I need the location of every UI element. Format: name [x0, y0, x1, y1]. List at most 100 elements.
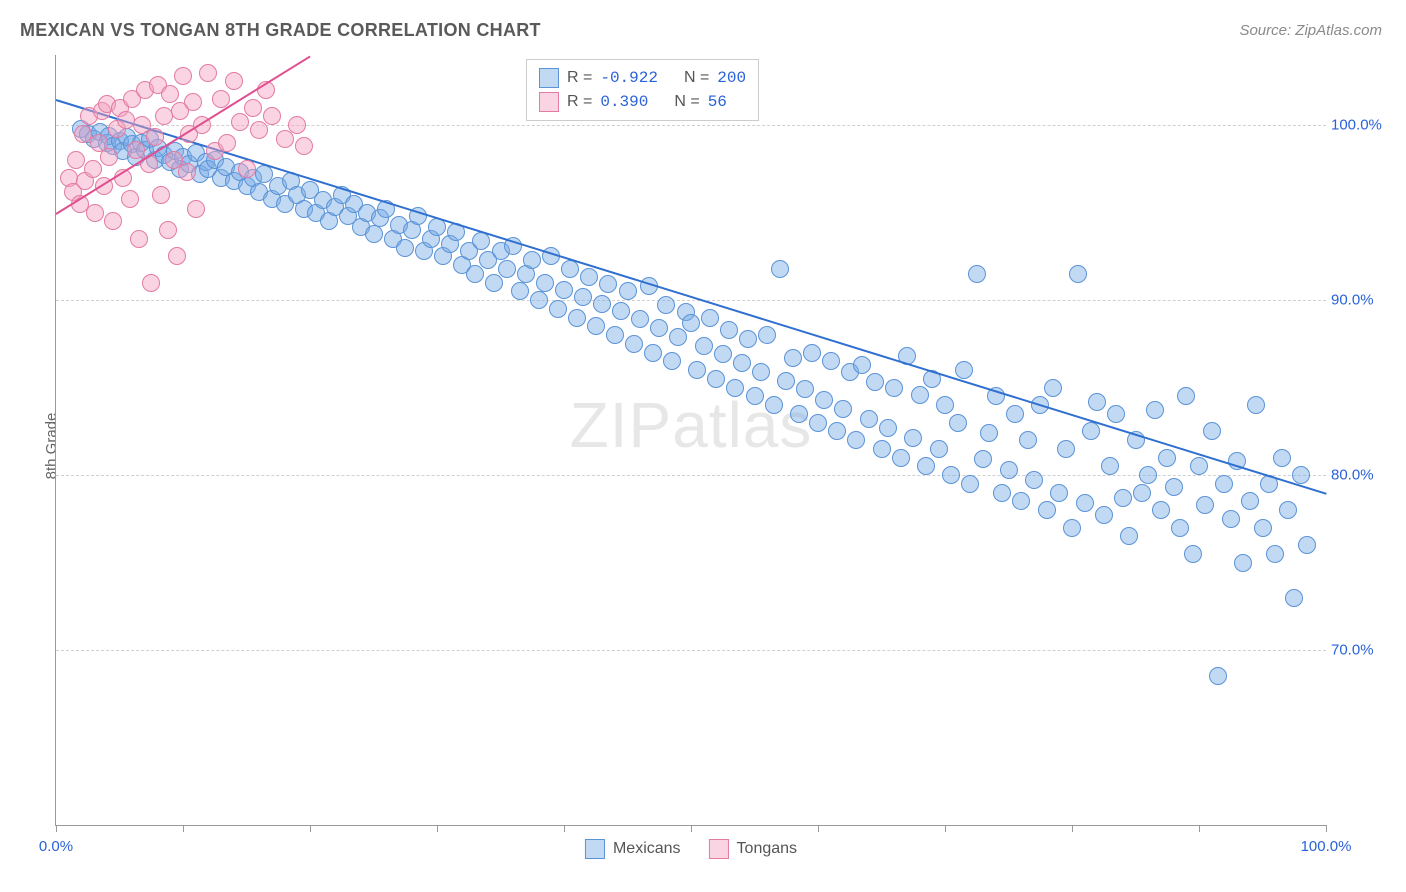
- series-legend: MexicansTongans: [585, 839, 797, 859]
- data-point: [1069, 265, 1087, 283]
- data-point: [225, 72, 243, 90]
- xtick: [1072, 825, 1073, 832]
- xtick: [1199, 825, 1200, 832]
- xtick: [691, 825, 692, 832]
- data-point: [777, 372, 795, 390]
- data-point: [276, 130, 294, 148]
- data-point: [980, 424, 998, 442]
- legend-swatch: [539, 92, 559, 112]
- legend-stat-row: R =-0.922N =200: [539, 66, 746, 90]
- data-point: [1006, 405, 1024, 423]
- data-point: [1012, 492, 1030, 510]
- data-point: [619, 282, 637, 300]
- data-point: [159, 221, 177, 239]
- data-point: [892, 449, 910, 467]
- data-point: [1285, 589, 1303, 607]
- data-point: [993, 484, 1011, 502]
- legend-label: Mexicans: [613, 840, 681, 858]
- data-point: [695, 337, 713, 355]
- data-point: [161, 85, 179, 103]
- xtick: [437, 825, 438, 832]
- data-point: [1088, 393, 1106, 411]
- data-point: [168, 247, 186, 265]
- data-point: [1196, 496, 1214, 514]
- data-point: [1247, 396, 1265, 414]
- data-point: [1120, 527, 1138, 545]
- data-point: [955, 361, 973, 379]
- data-point: [612, 302, 630, 320]
- data-point: [530, 291, 548, 309]
- data-point: [917, 457, 935, 475]
- data-point: [879, 419, 897, 437]
- data-point: [146, 128, 164, 146]
- data-point: [1165, 478, 1183, 496]
- gridline-h: [56, 475, 1326, 476]
- legend-swatch: [709, 839, 729, 859]
- data-point: [142, 274, 160, 292]
- data-point: [720, 321, 738, 339]
- data-point: [790, 405, 808, 423]
- data-point: [199, 64, 217, 82]
- data-point: [1019, 431, 1037, 449]
- data-point: [1158, 449, 1176, 467]
- data-point: [1171, 519, 1189, 537]
- data-point: [758, 326, 776, 344]
- xtick: [310, 825, 311, 832]
- data-point: [244, 99, 262, 117]
- data-point: [606, 326, 624, 344]
- data-point: [1152, 501, 1170, 519]
- data-point: [593, 295, 611, 313]
- r-label: R =: [567, 93, 592, 111]
- ytick-label: 90.0%: [1331, 292, 1391, 309]
- data-point: [104, 212, 122, 230]
- data-point: [1038, 501, 1056, 519]
- data-point: [1133, 484, 1151, 502]
- source-label: Source: ZipAtlas.com: [1239, 22, 1382, 39]
- legend-swatch: [585, 839, 605, 859]
- stats-legend: R =-0.922N =200R = 0.390N = 56: [526, 59, 759, 121]
- data-point: [784, 349, 802, 367]
- data-point: [1101, 457, 1119, 475]
- data-point: [1292, 466, 1310, 484]
- r-value: -0.922: [600, 69, 658, 87]
- n-label: N =: [684, 69, 709, 87]
- data-point: [130, 230, 148, 248]
- r-value: 0.390: [600, 93, 648, 111]
- data-point: [295, 137, 313, 155]
- data-point: [669, 328, 687, 346]
- data-point: [1139, 466, 1157, 484]
- data-point: [498, 260, 516, 278]
- data-point: [1298, 536, 1316, 554]
- xtick: [1326, 825, 1327, 832]
- data-point: [1025, 471, 1043, 489]
- data-point: [739, 330, 757, 348]
- data-point: [834, 400, 852, 418]
- n-value: 200: [717, 69, 746, 87]
- data-point: [121, 190, 139, 208]
- plot-area: ZIPatlas R =-0.922N =200R = 0.390N = 56 …: [55, 55, 1326, 826]
- data-point: [74, 125, 92, 143]
- data-point: [549, 300, 567, 318]
- data-point: [644, 344, 662, 362]
- data-point: [885, 379, 903, 397]
- data-point: [178, 163, 196, 181]
- data-point: [84, 160, 102, 178]
- data-point: [100, 148, 118, 166]
- xtick: [564, 825, 565, 832]
- data-point: [67, 151, 85, 169]
- data-point: [968, 265, 986, 283]
- data-point: [873, 440, 891, 458]
- data-point: [485, 274, 503, 292]
- n-value: 56: [708, 93, 727, 111]
- data-point: [155, 107, 173, 125]
- legend-item: Mexicans: [585, 839, 681, 859]
- xtick-label: 0.0%: [39, 838, 73, 855]
- n-label: N =: [674, 93, 699, 111]
- data-point: [974, 450, 992, 468]
- data-point: [1209, 667, 1227, 685]
- data-point: [803, 344, 821, 362]
- data-point: [860, 410, 878, 428]
- data-point: [238, 160, 256, 178]
- data-point: [1095, 506, 1113, 524]
- data-point: [174, 67, 192, 85]
